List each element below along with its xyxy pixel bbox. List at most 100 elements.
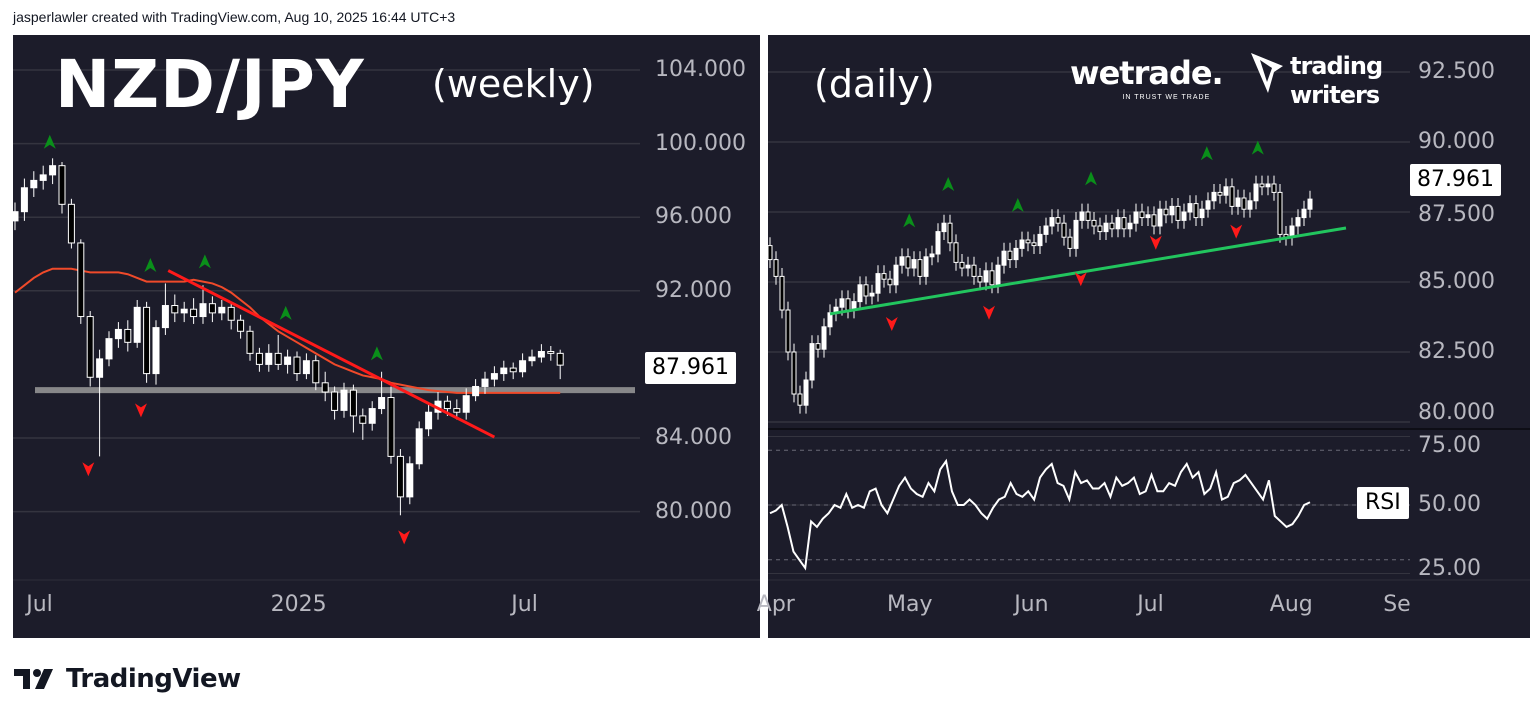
- candle-up: [923, 256, 929, 277]
- daily-price-tick: 92.500: [1418, 59, 1495, 84]
- candle-up: [1145, 214, 1151, 219]
- swing-low-arrow-icon: [1149, 235, 1162, 250]
- weekly-price-tick: 92.000: [655, 277, 732, 303]
- rsi-plot[interactable]: [769, 458, 1311, 571]
- candle-up: [983, 270, 989, 283]
- candle-up: [537, 351, 545, 358]
- swing-high-arrow-icon: [942, 177, 955, 191]
- daily-price-tick: 85.000: [1418, 269, 1495, 294]
- candle-up: [490, 373, 498, 380]
- candle-up: [1019, 239, 1025, 249]
- weekly-price-tick: 84.000: [655, 425, 732, 450]
- candle-down: [556, 352, 564, 366]
- candle-down: [1139, 211, 1145, 219]
- candle-down: [1055, 217, 1061, 224]
- candle-up: [39, 174, 47, 181]
- candle-up: [425, 411, 433, 430]
- candle-down: [1193, 203, 1199, 219]
- swing-high-arrow-icon: [43, 134, 56, 149]
- rsi-label: RSI: [1357, 487, 1409, 519]
- candle-up: [378, 397, 386, 410]
- candle-up: [821, 326, 827, 350]
- candle-up: [857, 284, 863, 303]
- candle-up: [929, 253, 935, 258]
- candle-up: [96, 358, 104, 378]
- candle-up: [1211, 191, 1217, 202]
- candle-down: [255, 352, 263, 365]
- candle-up: [839, 298, 845, 308]
- tradingview-logo-icon: [14, 669, 53, 689]
- candle-down: [124, 328, 132, 343]
- moving-average-line: [14, 267, 561, 394]
- weekly-time-tick: Jul: [511, 592, 538, 617]
- daily-price-tick: 90.000: [1418, 129, 1495, 154]
- candle-up: [472, 385, 480, 397]
- swing-high-arrow-icon: [198, 254, 211, 269]
- rsi-tick: 50.00: [1418, 492, 1481, 517]
- candle-down: [293, 356, 301, 375]
- candle-up: [1181, 211, 1187, 221]
- candle-down: [237, 319, 245, 332]
- candle-up: [218, 306, 226, 314]
- candle-down: [387, 397, 395, 457]
- candle-up: [462, 395, 470, 413]
- candle-down: [947, 222, 953, 244]
- daily-price-tick: 80.000: [1418, 400, 1495, 425]
- candle-down: [1241, 197, 1247, 210]
- candle-up: [114, 328, 122, 340]
- candle-up: [995, 264, 1001, 286]
- swing-low-arrow-icon: [983, 305, 995, 320]
- daily-timeframe-label: (daily): [814, 62, 935, 106]
- candle-up: [941, 222, 947, 233]
- candle-up: [1223, 186, 1229, 196]
- candle-up: [180, 308, 188, 314]
- candle-up: [911, 259, 917, 269]
- candle-down: [845, 298, 851, 311]
- candle-down: [246, 330, 254, 354]
- candle-down: [1175, 205, 1181, 221]
- candle-up: [340, 389, 348, 411]
- candle-up: [519, 360, 527, 373]
- candle-down: [1085, 211, 1091, 221]
- candle-up: [1157, 208, 1163, 227]
- candle-up: [284, 356, 292, 365]
- candle-up: [13, 211, 19, 222]
- candle-up: [368, 408, 376, 424]
- weekly-price-tick: 80.000: [655, 498, 732, 524]
- candle-down: [58, 165, 66, 205]
- weekly-plot[interactable]: [12, 134, 635, 545]
- candle-up: [1199, 208, 1205, 219]
- candle-up: [105, 338, 113, 360]
- candle-up: [1043, 225, 1049, 235]
- daily-panel[interactable]: [768, 35, 1530, 638]
- candle-up: [1037, 233, 1043, 247]
- swing-high-arrow-icon: [279, 305, 292, 320]
- candle-up: [1187, 203, 1193, 213]
- candle-down: [797, 393, 803, 406]
- candle-up: [1001, 250, 1007, 266]
- tradingview-footer-logo[interactable]: TradingView: [14, 664, 241, 694]
- candle-down: [1007, 250, 1013, 261]
- candle-up: [1133, 211, 1139, 224]
- candle-down: [312, 360, 320, 384]
- daily-time-tick: Aug: [1269, 592, 1313, 617]
- candle-up: [133, 306, 141, 343]
- swing-low-arrow-icon: [134, 403, 147, 418]
- candle-down: [768, 245, 773, 261]
- candle-down: [1217, 191, 1223, 196]
- candle-up: [1169, 205, 1175, 216]
- candle-up: [406, 463, 414, 498]
- candle-up: [1127, 222, 1133, 230]
- candle-down: [1109, 222, 1115, 230]
- weekly-price-tick: 96.000: [655, 204, 732, 230]
- candle-down: [959, 261, 965, 269]
- wetrade-logo: wetrade. IN TRUST WE TRADE: [1070, 54, 1224, 102]
- candle-up: [1013, 247, 1019, 261]
- candle-down: [77, 242, 85, 318]
- candle-up: [302, 360, 310, 375]
- candle-down: [321, 382, 329, 393]
- daily-price-tick: 82.500: [1418, 339, 1495, 364]
- candle-up: [1205, 200, 1211, 210]
- daily-plot[interactable]: [768, 140, 1347, 414]
